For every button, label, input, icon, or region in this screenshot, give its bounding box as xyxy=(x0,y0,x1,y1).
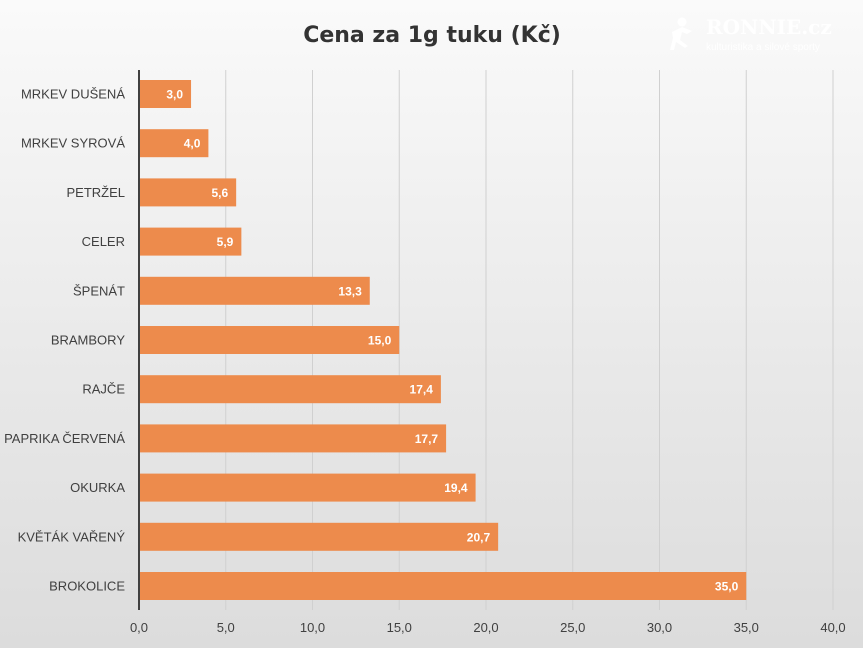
bar xyxy=(139,473,476,502)
x-tick-label: 25,0 xyxy=(560,620,585,635)
x-tick-label: 10,0 xyxy=(300,620,325,635)
bars: 3,0 4,0 5,6 5,9 13,3 15,0 17,4 17,7 19,4 20,7 35,0 xyxy=(139,80,747,600)
x-tick-label: 30,0 xyxy=(647,620,672,635)
bar xyxy=(139,375,441,404)
logo-name: RONNIE.cz xyxy=(706,15,832,39)
chart-title: Cena za 1g tuku (Kč) xyxy=(303,23,561,48)
category-label: PAPRIKA ČERVENÁ xyxy=(4,431,125,446)
data-label: 15,0 xyxy=(368,334,392,348)
data-label: 17,7 xyxy=(415,432,439,446)
bar xyxy=(139,129,209,158)
data-label: 20,7 xyxy=(467,530,491,544)
category-label: PETRŽEL xyxy=(66,185,125,200)
bar xyxy=(139,424,447,453)
data-label: 13,3 xyxy=(338,284,362,298)
data-label: 4,0 xyxy=(184,137,201,151)
bar xyxy=(139,276,370,305)
category-label: CELER xyxy=(82,234,125,249)
runner-icon xyxy=(670,17,692,50)
category-label: MRKEV SYROVÁ xyxy=(21,136,125,151)
bar xyxy=(139,227,242,256)
category-label: BROKOLICE xyxy=(49,579,125,594)
data-label: 35,0 xyxy=(715,580,739,594)
x-tick-label: 0,0 xyxy=(130,620,148,635)
x-tick-label: 5,0 xyxy=(217,620,235,635)
data-label: 3,0 xyxy=(166,88,183,102)
category-label: KVĚTÁK VAŘENÝ xyxy=(18,529,126,544)
ronnie-logo: RONNIE.cz kulturistika a silové sporty xyxy=(670,15,832,53)
bar xyxy=(139,522,499,551)
bar xyxy=(139,178,237,207)
category-label: BRAMBORY xyxy=(51,333,125,348)
category-label: ŠPENÁT xyxy=(73,283,125,298)
bar xyxy=(139,326,400,354)
data-label: 17,4 xyxy=(410,383,434,397)
category-label: OKURKA xyxy=(70,480,125,495)
x-tick-label: 35,0 xyxy=(734,620,759,635)
x-tick-label: 20,0 xyxy=(473,620,498,635)
category-label: RAJČE xyxy=(82,382,125,397)
x-tick-label: 40,0 xyxy=(820,620,845,635)
x-tick-label: 15,0 xyxy=(387,620,412,635)
category-labels: MRKEV DUŠENÁ MRKEV SYROVÁ PETRŽEL CELER ŠPEN… xyxy=(4,87,125,594)
data-label: 5,9 xyxy=(217,235,234,249)
bar xyxy=(139,572,747,600)
bar xyxy=(139,80,192,108)
logo-tagline: kulturistika a silové sporty xyxy=(706,42,820,53)
data-label: 5,6 xyxy=(211,186,228,200)
data-label: 19,4 xyxy=(444,481,468,495)
category-label: MRKEV DUŠENÁ xyxy=(21,87,125,102)
x-axis-ticks: 0,0 5,0 10,0 15,0 20,0 25,0 30,0 35,0 40,0 xyxy=(130,620,846,635)
